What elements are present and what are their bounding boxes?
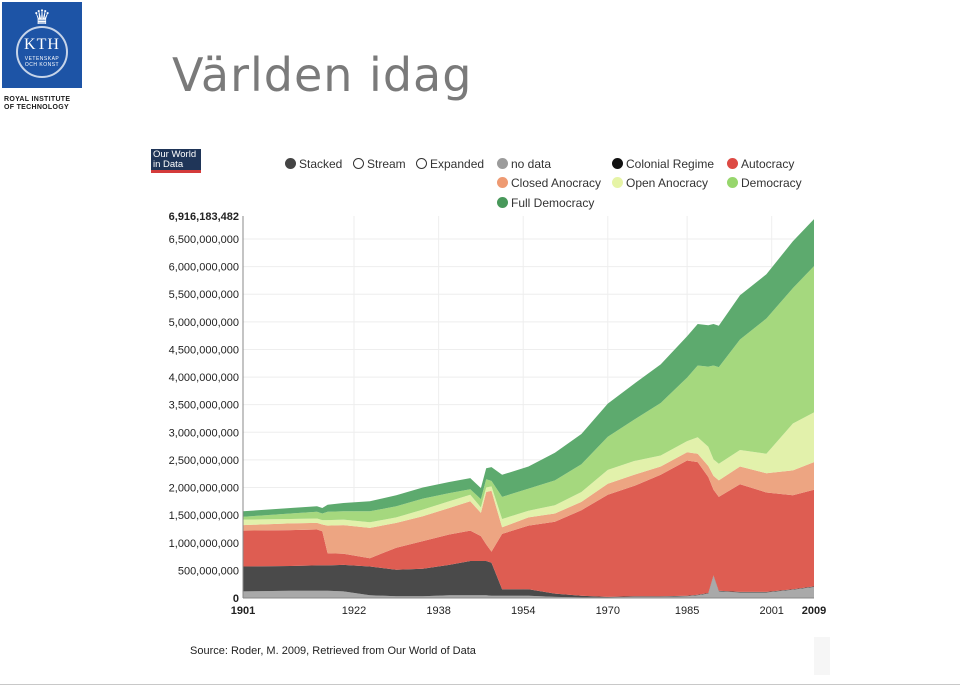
stacked-option-label: Stacked [299,157,343,171]
legend-label: Autocracy [741,157,795,171]
legend-item-democracy[interactable]: Democracy [727,175,802,191]
legend-item-full-democracy[interactable]: Full Democracy [497,195,594,211]
legend-label: Closed Anocracy [511,176,602,190]
institution-name-line2: OF TECHNOLOGY [4,104,69,111]
expanded-option[interactable]: Expanded [416,156,484,172]
source-caption: Source: Roder, M. 2009, Retrieved from O… [190,645,476,657]
legend-label: Open Anocracy [626,176,709,190]
y-tick-label: 4,000,000,000 [169,372,239,384]
y-tick-label: 1,500,000,000 [169,510,239,522]
legend-item-closed-anocracy[interactable]: Closed Anocracy [497,175,601,191]
kth-logo: ♛ KTH VETENSKAP OCH KONST [2,2,82,88]
y-tick-label: 0 [233,593,239,605]
stream-option-label: Stream [367,157,406,171]
y-tick-label: 5,500,000,000 [169,289,239,301]
legend-swatch [727,158,738,169]
logo-wordmark: KTH [24,36,60,53]
stream-option[interactable]: Stream [353,156,406,172]
y-tick-label: 3,500,000,000 [169,400,239,412]
expanded-option-label: Expanded [430,157,485,171]
institution-name-line1: ROYAL INSTITUTE [4,96,71,103]
y-tick-label: 5,000,000,000 [169,317,239,329]
series-area-closed-anocracy [243,452,814,559]
series-area-democracy [243,266,814,523]
logo-motto-line1: VETENSKAP [24,56,60,62]
y-tick-label: 2,500,000,000 [169,455,239,467]
y-tick-label: 1,000,000,000 [169,538,239,550]
legend-label: no data [511,157,552,171]
y-tick-label: 4,500,000,000 [169,344,239,356]
y-tick-label: 2,000,000,000 [169,483,239,495]
owid-logo-line2: in Data [153,159,184,170]
x-tick-label: 1970 [596,605,620,617]
footer-divider [0,684,960,685]
y-tick-label: 6,916,183,482 [169,211,239,223]
legend-swatch [497,177,508,188]
x-tick-label: 1901 [231,605,255,617]
x-tick-label: 2001 [759,605,783,617]
legend-swatch [612,158,623,169]
x-tick-label: 1922 [342,605,366,617]
stream-radio-icon [353,158,364,169]
legend-item-colonial-regime[interactable]: Colonial Regime [612,156,714,172]
stacked-radio-icon [285,158,296,169]
x-tick-label: 1938 [426,605,450,617]
legend-swatch [727,177,738,188]
legend-item-autocracy[interactable]: Autocracy [727,156,794,172]
institution-name: ROYAL INSTITUTE OF TECHNOLOGY [4,96,94,112]
legend-item-open-anocracy[interactable]: Open Anocracy [612,175,708,191]
expanded-radio-icon [416,158,427,169]
legend-item-no-data[interactable]: no data [497,156,551,172]
x-tick-label: 1954 [511,605,535,617]
slide-title: Världen idag [172,48,473,102]
series-area-autocracy [243,460,814,597]
x-tick-label: 1985 [675,605,699,617]
y-tick-label: 6,500,000,000 [169,234,239,246]
seal-ring [16,26,68,78]
legend-swatch [497,158,508,169]
scroll-remnant [814,637,830,675]
series-area-colonial-regime [243,561,814,598]
legend-swatch [497,197,508,208]
legend-label: Full Democracy [511,196,595,210]
stacked-option[interactable]: Stacked [285,156,342,172]
crown-icon: ♛ [33,7,51,29]
logo-motto-line2: OCH KONST [24,62,60,68]
legend-swatch [612,177,623,188]
owid-logo-line1: Our World [153,149,197,160]
legend-label: Colonial Regime [626,157,715,171]
legend-label: Democracy [741,176,802,190]
y-tick-label: 3,000,000,000 [169,427,239,439]
x-tick-label: 2009 [802,605,826,617]
series-area-no-data [243,575,814,598]
y-tick-label: 6,000,000,000 [169,262,239,274]
y-tick-label: 500,000,000 [178,565,239,577]
logo-motto: VETENSKAP OCH KONST [2,56,82,68]
owid-logo: Our World in Data [151,149,201,173]
